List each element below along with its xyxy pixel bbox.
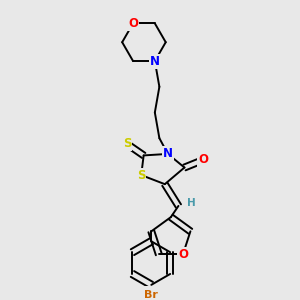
Text: O: O: [128, 17, 138, 30]
Text: S: S: [123, 137, 131, 150]
Text: Br: Br: [144, 290, 158, 300]
Text: O: O: [178, 248, 188, 261]
Text: O: O: [198, 154, 208, 166]
Text: S: S: [137, 169, 146, 182]
Text: N: N: [150, 55, 160, 68]
Text: H: H: [187, 198, 196, 208]
Text: N: N: [163, 147, 173, 161]
